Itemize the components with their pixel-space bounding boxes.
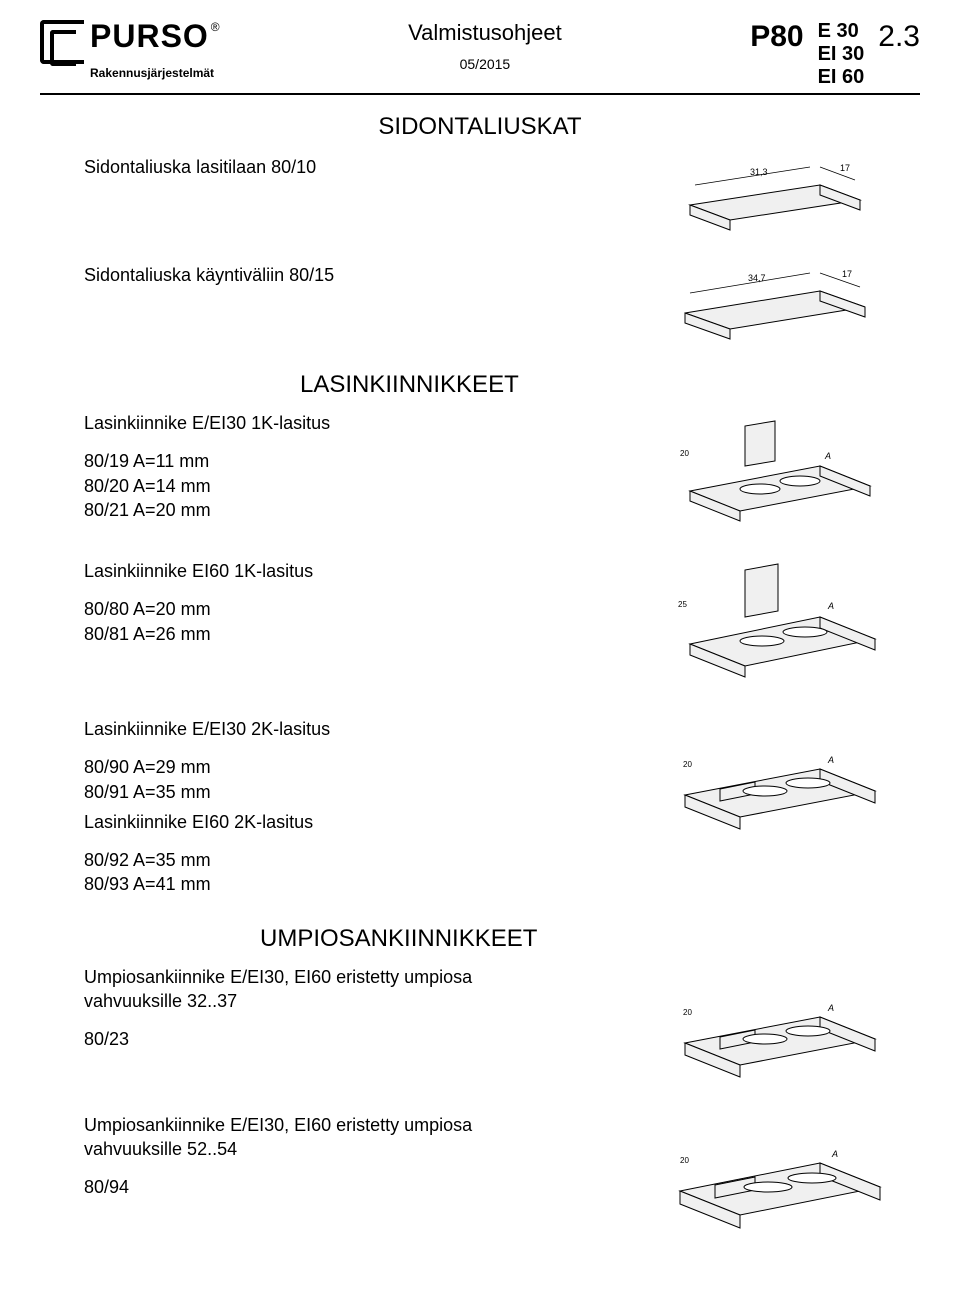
dim-a: A — [827, 601, 834, 611]
dim-h: 17 — [840, 163, 850, 173]
page-number: 2.3 — [878, 20, 920, 54]
dim-line: 80/81 A=26 mm — [84, 622, 313, 646]
logo-mark-icon — [40, 20, 84, 64]
product-code: P80 — [750, 20, 803, 54]
dim-a: A — [827, 1003, 834, 1013]
clip-figure: 20 A — [620, 717, 920, 837]
product-label: Umpiosankiinnike E/EI30, EI60 eristetty … — [84, 965, 514, 1014]
fire-rating: EI 60 — [818, 66, 865, 89]
product-label: Umpiosankiinnike E/EI30, EI60 eristetty … — [84, 1113, 514, 1162]
dim-line: 80/20 A=14 mm — [84, 474, 330, 498]
dim-a: A — [824, 451, 831, 461]
product-heading: Lasinkiinnike E/EI30 1K-lasitus — [84, 411, 330, 435]
product-row: Lasinkiinnike E/EI30 2K-lasitus 80/90 A=… — [84, 717, 920, 897]
section-title-umpio: UMPIOSANKIINNIKKEET — [260, 925, 920, 953]
section-title-lasinkiinnikkeet: LASINKIINNIKKEET — [300, 371, 920, 399]
dim-line: 80/93 A=41 mm — [84, 872, 330, 896]
product-heading: Lasinkiinnike E/EI30 2K-lasitus — [84, 717, 330, 741]
product-row: Sidontaliuska käyntiväliin 80/15 34,7 17 — [84, 263, 920, 343]
product-row: Sidontaliuska lasitilaan 80/10 31,3 17 — [84, 155, 920, 235]
dim-h: 17 — [842, 269, 852, 279]
dim-v: 20 — [683, 1008, 692, 1017]
dim-v: 25 — [678, 600, 687, 609]
clip-figure: 20 A — [620, 411, 920, 531]
product-row: Umpiosankiinnike E/EI30, EI60 eristetty … — [84, 1113, 920, 1233]
header-center: Valmistusohjeet 05/2015 — [408, 20, 562, 72]
dim-line: 80/91 A=35 mm — [84, 780, 330, 804]
dim-line: 80/21 A=20 mm — [84, 498, 330, 522]
dim-line: 80/80 A=20 mm — [84, 597, 313, 621]
dim-line: 80/90 A=29 mm — [84, 755, 330, 779]
dim-v: 20 — [680, 449, 689, 458]
section-title-sidontaliuskat: SIDONTALIUSKAT — [40, 113, 920, 141]
dim-v: 20 — [680, 1156, 689, 1165]
dim-a: A — [831, 1149, 838, 1159]
product-row: Lasinkiinnike E/EI30 1K-lasitus 80/19 A=… — [84, 411, 920, 531]
logo-block: PURSO® Rakennusjärjestelmät — [40, 20, 220, 80]
dim-w: 34,7 — [748, 273, 766, 283]
bracket-figure: 34,7 17 — [620, 263, 920, 343]
registered-mark: ® — [211, 20, 220, 34]
fire-rating: EI 30 — [818, 43, 865, 66]
fire-rating: E 30 — [818, 20, 865, 43]
product-code: 80/94 — [84, 1175, 514, 1199]
product-label: Sidontaliuska lasitilaan 80/10 — [84, 155, 316, 179]
doc-title: Valmistusohjeet — [408, 20, 562, 46]
clip-figure: 20 A — [620, 1113, 920, 1233]
product-label: Sidontaliuska käyntiväliin 80/15 — [84, 263, 334, 287]
product-heading: Lasinkiinnike EI60 1K-lasitus — [84, 559, 313, 583]
product-heading: Lasinkiinnike EI60 2K-lasitus — [84, 810, 330, 834]
logo-text: PURSO — [90, 14, 209, 54]
dim-line: 80/92 A=35 mm — [84, 848, 330, 872]
product-row: Umpiosankiinnike E/EI30, EI60 eristetty … — [84, 965, 920, 1085]
dim-a: A — [827, 755, 834, 765]
product-row: Lasinkiinnike EI60 1K-lasitus 80/80 A=20… — [84, 559, 920, 689]
page-header: PURSO® Rakennusjärjestelmät Valmistusohj… — [40, 20, 920, 95]
logo-subtitle: Rakennusjärjestelmät — [90, 66, 220, 80]
dim-line: 80/19 A=11 mm — [84, 449, 330, 473]
dim-w: 31,3 — [750, 167, 768, 177]
doc-date: 05/2015 — [408, 56, 562, 72]
fire-rating-col: E 30 EI 30 EI 60 — [818, 20, 865, 89]
clip-figure: 20 A — [620, 965, 920, 1085]
clip-figure: 25 A — [620, 559, 920, 689]
dim-v: 20 — [683, 760, 692, 769]
header-right: P80 E 30 EI 30 EI 60 2.3 — [750, 20, 920, 89]
bracket-figure: 31,3 17 — [620, 155, 920, 235]
product-code: 80/23 — [84, 1027, 514, 1051]
